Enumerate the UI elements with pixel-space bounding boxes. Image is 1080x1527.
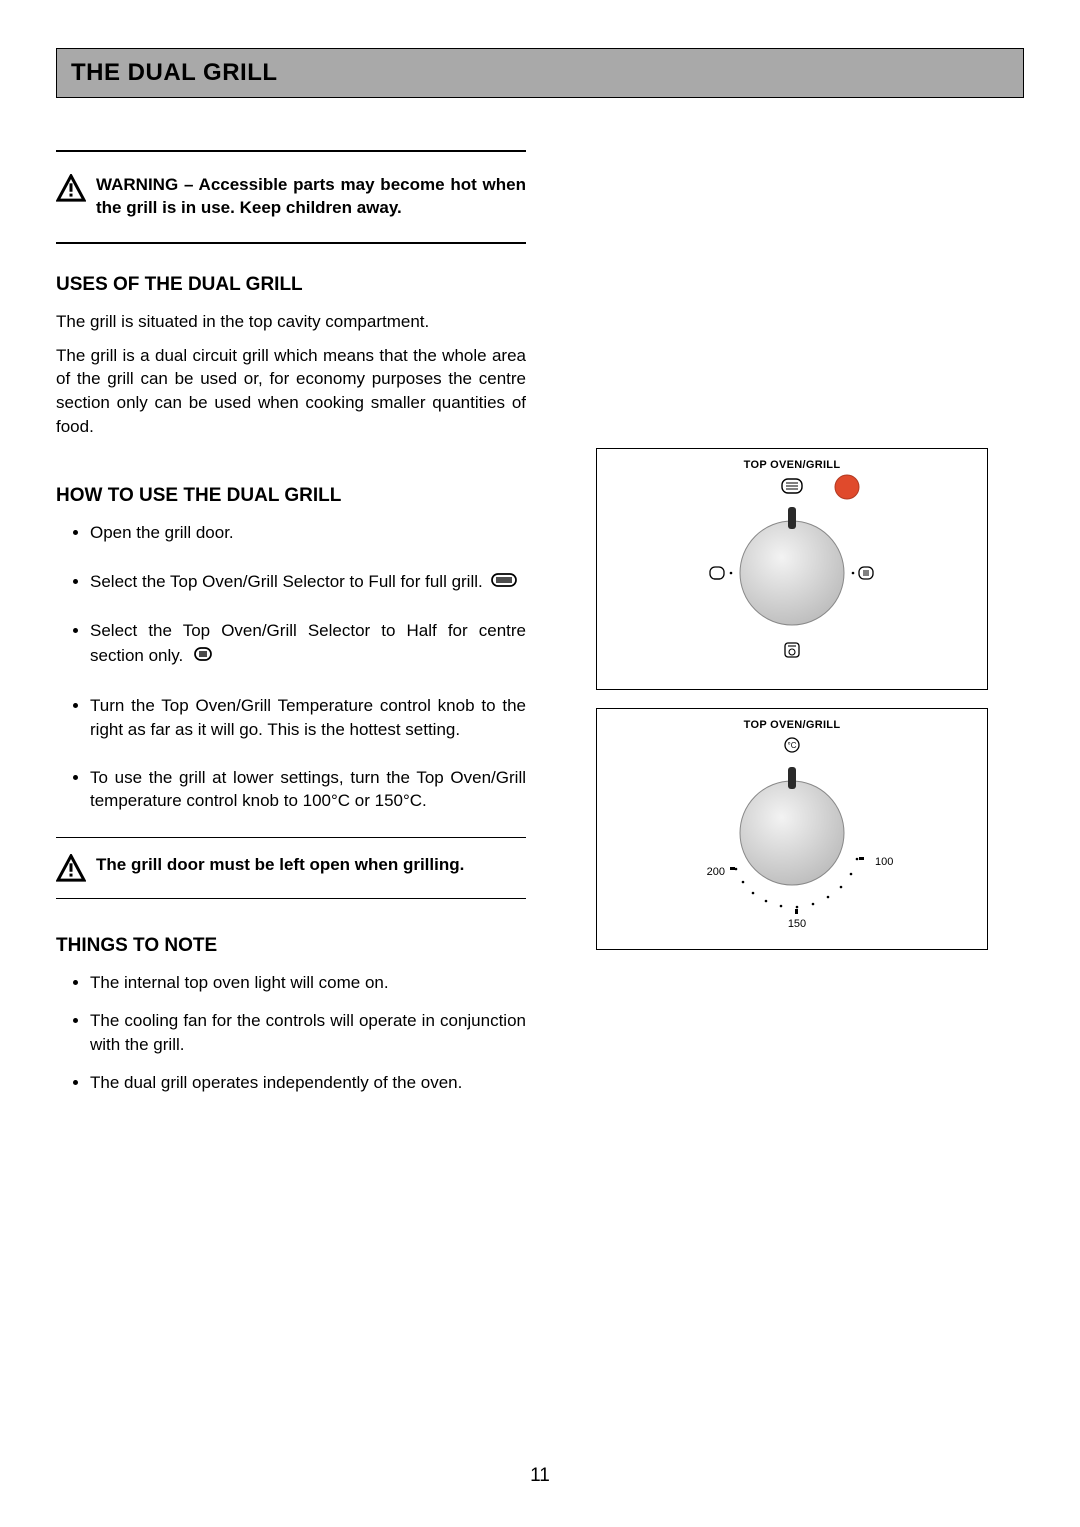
list-item-text: The cooling fan for the controls will op… [90, 1011, 526, 1054]
warning-block: WARNING – Accessible parts may become ho… [56, 174, 526, 220]
list-item-text: The dual grill operates independently of… [90, 1073, 462, 1092]
warning-block: The grill door must be left open when gr… [56, 854, 526, 882]
temp-mark-200: 200 [707, 866, 725, 878]
page-title: THE DUAL GRILL [56, 48, 1024, 98]
warning-text: The grill door must be left open when gr… [96, 854, 464, 877]
warning-text: WARNING – Accessible parts may become ho… [96, 174, 526, 220]
list-item: To use the grill at lower settings, turn… [90, 766, 526, 814]
manual-page: THE DUAL GRILL WARNING – Accessible part… [0, 0, 1080, 1527]
half-grill-icon [192, 643, 214, 670]
temp-mark-100: 100 [875, 856, 893, 868]
warning-triangle-icon [56, 854, 86, 882]
indicator-light-icon [835, 475, 859, 499]
list-item-text: Select the Top Oven/Grill Selector to Ha… [90, 621, 526, 665]
list-item-text: The internal top oven light will come on… [90, 973, 389, 992]
divider [56, 242, 526, 244]
left-column: WARNING – Accessible parts may become ho… [56, 128, 526, 1118]
section-heading-howto: HOW TO USE THE DUAL GRILL [56, 485, 526, 507]
content-columns: WARNING – Accessible parts may become ho… [56, 128, 1024, 1118]
list-item-text: To use the grill at lower settings, turn… [90, 768, 526, 811]
notes-list: The internal top oven light will come on… [56, 971, 526, 1094]
uses-paragraph-1: The grill is situated in the top cavity … [56, 310, 526, 334]
divider [56, 150, 526, 152]
temp-mark-150: 150 [788, 918, 806, 930]
list-item-text: Select the Top Oven/Grill Selector to Fu… [90, 572, 483, 591]
warning-triangle-icon [56, 174, 86, 202]
list-item: Select the Top Oven/Grill Selector to Fu… [90, 569, 526, 596]
divider [56, 837, 526, 838]
full-grill-icon [491, 569, 517, 596]
diagram-label: TOP OVEN/GRILL [597, 459, 987, 471]
temperature-knob-diagram: TOP OVEN/GRILL °C [596, 708, 988, 950]
diagram-label: TOP OVEN/GRILL [597, 719, 987, 731]
page-number: 11 [0, 1465, 1080, 1487]
list-item-text: Open the grill door. [90, 523, 234, 542]
list-item: The internal top oven light will come on… [90, 971, 526, 995]
temperature-knob-svg: °C [597, 709, 987, 949]
list-item: Open the grill door. [90, 521, 526, 545]
section-heading-uses: USES OF THE DUAL GRILL [56, 274, 526, 296]
list-item: The cooling fan for the controls will op… [90, 1009, 526, 1057]
selector-knob-diagram: TOP OVEN/GRILL [596, 448, 988, 690]
list-item-text: Turn the Top Oven/Grill Temperature cont… [90, 696, 526, 739]
list-item: The dual grill operates independently of… [90, 1071, 526, 1095]
section-heading-notes: THINGS TO NOTE [56, 935, 526, 957]
divider [56, 898, 526, 899]
list-item: Select the Top Oven/Grill Selector to Ha… [90, 619, 526, 670]
list-item: Turn the Top Oven/Grill Temperature cont… [90, 694, 526, 742]
howto-list: Open the grill door. Select the Top Oven… [56, 521, 526, 813]
right-column: TOP OVEN/GRILL [526, 128, 1024, 1118]
uses-paragraph-2: The grill is a dual circuit grill which … [56, 344, 526, 439]
svg-text:°C: °C [788, 741, 797, 750]
selector-knob-svg [597, 449, 987, 689]
